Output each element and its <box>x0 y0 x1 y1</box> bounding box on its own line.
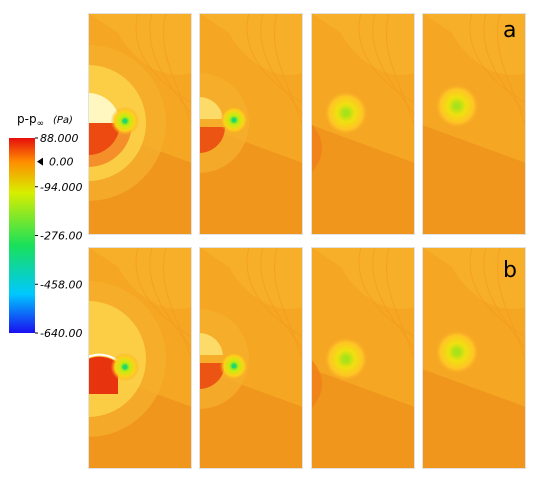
stagnation-zone <box>199 127 225 153</box>
colorbar-tick: 0.00 <box>37 156 74 169</box>
contour-band <box>422 13 526 75</box>
tick-label: -458.00 <box>40 278 82 291</box>
colorbar-tick: -276.00 <box>35 230 82 243</box>
vortex-center <box>231 363 237 369</box>
contour-line <box>385 13 415 128</box>
colorbar-title: p-p∞ <box>17 112 44 129</box>
stagnation-zone <box>199 363 225 389</box>
zero-marker-icon <box>37 157 43 166</box>
wake-region <box>311 125 415 235</box>
tick-label: -94.000 <box>40 181 82 194</box>
colorbar-ticks: 88.000 0.00 -94.000 -276.00 -458.00 -640.00 <box>35 132 82 340</box>
vortex-center <box>122 118 128 124</box>
row-label-a: a <box>503 18 516 43</box>
suction-zone <box>199 332 223 355</box>
panel-b-1 <box>88 247 192 469</box>
colorbar-tick: -458.00 <box>35 278 82 291</box>
contour-line <box>496 247 526 362</box>
row-label-b: b <box>503 258 517 283</box>
wake-region <box>311 369 415 469</box>
colorbar-gradient <box>9 138 35 333</box>
contour-band <box>88 13 192 75</box>
panel-a-3 <box>311 13 415 235</box>
contour-band <box>199 247 303 309</box>
contour-line <box>273 247 303 362</box>
stagnation-zone <box>88 356 118 394</box>
contour-band <box>88 247 192 309</box>
panel-border <box>311 247 415 469</box>
colorbar: p-p∞ (Pa) 88.000 0.00 -94.000 -276.00 -458.0… <box>9 112 82 340</box>
panel-b-2 <box>199 247 303 469</box>
tick-label: -640.00 <box>40 327 82 340</box>
vortex-center <box>343 110 349 116</box>
vortex-center <box>454 103 460 109</box>
colorbar-tick: -640.00 <box>35 327 82 340</box>
panel-border <box>88 247 192 469</box>
panel-border <box>311 13 415 235</box>
contour-line <box>273 13 303 128</box>
vortex-center <box>454 349 460 355</box>
vortex-center <box>231 117 237 123</box>
tick-label: 0.00 <box>49 156 74 169</box>
tick-label: -276.00 <box>40 230 82 243</box>
panel-border <box>199 247 303 469</box>
contour-panels <box>88 13 526 469</box>
panel-border <box>422 13 526 235</box>
colorbar-unit: (Pa) <box>53 115 73 126</box>
colorbar-tick: 88.000 <box>35 132 79 145</box>
vortex-center <box>122 364 128 370</box>
wake-region <box>422 125 526 235</box>
panel-b-4 <box>422 247 526 469</box>
contour-band <box>311 247 415 309</box>
suction-zone <box>199 96 223 119</box>
contour-line <box>496 13 526 128</box>
panel-a-1 <box>88 13 192 235</box>
vortex-center <box>343 356 349 362</box>
panel-border <box>88 13 192 235</box>
panel-b-3 <box>311 247 415 469</box>
contour-band <box>199 13 303 75</box>
contour-band <box>311 13 415 75</box>
stagnation-zone <box>311 123 322 173</box>
panel-a-4 <box>422 13 526 235</box>
contour-line <box>162 13 192 128</box>
contour-band <box>422 247 526 309</box>
stagnation-zone <box>311 359 322 409</box>
colorbar-tick: -94.000 <box>35 181 82 194</box>
panel-border <box>422 247 526 469</box>
panel-a-2 <box>199 13 303 235</box>
tick-label: 88.000 <box>40 132 79 145</box>
panel-border <box>199 13 303 235</box>
wake-region <box>422 369 526 469</box>
contour-line <box>385 247 415 362</box>
contour-line <box>162 247 192 362</box>
